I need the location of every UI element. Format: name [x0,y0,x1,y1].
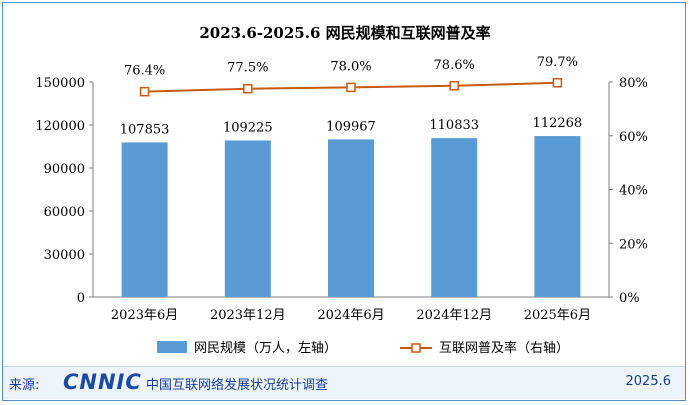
chart-title: 2023.6-2025.6 网民规模和互联网普及率 [199,24,491,42]
bar-value-label: 112268 [533,116,583,131]
bar [328,139,374,297]
left-tick-label: 60000 [44,205,85,220]
right-tick-label: 0% [619,291,640,306]
line-point [139,86,150,97]
line-value-label: 76.4% [124,64,165,79]
left-tick-label: 90000 [44,162,85,177]
line-point [449,81,459,91]
x-tick-label: 2024年12月 [416,308,492,323]
bar [121,142,168,297]
source-text: 中国互联网络发展状况统计调查 [146,378,329,393]
line-value-label: 78.0% [330,59,371,74]
bar-value-label: 107853 [120,122,170,137]
source-label: 来源: [9,378,40,393]
line-point [243,83,253,94]
bar-value-label: 109225 [223,120,273,135]
left-tick-label: 30000 [44,248,85,263]
bar-value-label: 110833 [429,118,479,133]
bar [224,140,271,297]
right-tick-label: 20% [619,237,648,252]
left-tick-label: 0 [77,291,85,306]
source-footer: 来源: CNNIC 中国互联网络发展状况统计调查 2025.6 [3,366,685,399]
right-tick-label: 80% [619,76,648,91]
x-tick-label: 2025年6月 [524,308,591,323]
line-value-label: 78.6% [434,58,475,73]
legend-line-label: 互联网普及率（右轴） [439,340,569,356]
source-date: 2025.6 [625,374,672,389]
bar-value-label: 109967 [326,119,376,134]
line-point [346,82,356,93]
x-tick-label: 2023年12月 [210,308,286,323]
cnnic-logo: CNNIC [63,370,142,394]
right-tick-label: 40% [619,184,648,199]
line-point [552,78,563,88]
x-tick-label: 2024年6月 [317,308,384,323]
legend-bar-swatch [157,341,187,353]
line-value-label: 77.5% [227,61,268,76]
legend-bar-label: 网民规模（万人，左轴） [194,341,337,356]
right-tick-label: 60% [619,130,648,145]
legend-line-marker [411,343,421,353]
left-tick-label: 150000 [35,76,85,91]
bar [431,138,478,297]
left-tick-label: 120000 [35,119,85,134]
bar [534,136,581,297]
line-value-label: 79.7% [537,55,578,70]
x-tick-label: 2023年6月 [111,308,178,323]
